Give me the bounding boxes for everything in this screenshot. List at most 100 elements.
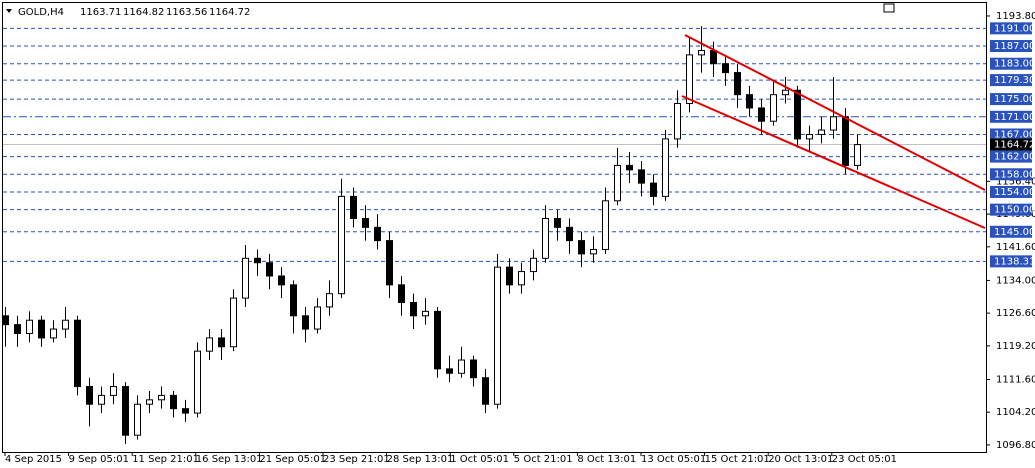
- candle-body: [794, 89, 801, 140]
- candles: [2, 26, 861, 445]
- candle-body: [278, 275, 285, 286]
- window-icon[interactable]: [883, 3, 895, 13]
- y-tick-label: 1156.40: [996, 176, 1035, 187]
- y-tick-label: 1111.60: [996, 374, 1035, 385]
- channel-upper: [684, 34, 986, 191]
- candle-body: [50, 328, 57, 339]
- y-tick-label: 1104.20: [996, 407, 1035, 418]
- candle-body: [542, 218, 549, 259]
- header-value: 1164.72: [209, 7, 250, 18]
- candle-body: [98, 394, 105, 405]
- level-box: [990, 185, 1032, 198]
- y-tick-label: 1134.00: [996, 275, 1035, 286]
- channel-lower: [681, 95, 986, 229]
- y-tick-label: 1119.20: [996, 341, 1035, 352]
- candle-body: [38, 319, 45, 339]
- x-tick-label: 23 Sep 21:01: [323, 454, 390, 465]
- candle-body: [710, 49, 717, 65]
- candle-body: [410, 302, 417, 317]
- level-label: 1183.00: [994, 59, 1035, 70]
- level-label: 1138.31: [994, 256, 1035, 267]
- candle-body: [398, 284, 405, 304]
- level-box: [990, 150, 1032, 163]
- candle-body: [818, 129, 825, 135]
- x-tick-label: 28 Sep 13:01: [387, 454, 454, 465]
- candle-body: [734, 72, 741, 96]
- candle-body: [350, 195, 357, 220]
- level-box: [990, 203, 1032, 216]
- candle-body: [602, 200, 609, 250]
- level-box: [990, 110, 1032, 123]
- candle-body: [530, 257, 537, 273]
- x-tick-label: 15 Oct 21:01: [705, 454, 770, 465]
- level-label: 1158.00: [994, 169, 1035, 180]
- candle-body: [182, 408, 189, 414]
- candle-body: [26, 319, 33, 334]
- candle-body: [158, 394, 165, 401]
- candle-body: [446, 368, 453, 374]
- x-tick-label: 8 Oct 13:01: [577, 454, 636, 465]
- y-tick-label: 1193.80: [996, 11, 1035, 22]
- x-tick-label: 20 Oct 13:01: [768, 454, 833, 465]
- level-box: [990, 168, 1032, 181]
- candle-body: [662, 138, 669, 197]
- header-value: 1164.82: [123, 7, 164, 18]
- candle-body: [698, 49, 705, 56]
- x-tick-label: 11 Sep 21:01: [132, 454, 199, 465]
- candle-body: [470, 359, 477, 379]
- header-value: 1163.56: [166, 7, 207, 18]
- candle-body: [74, 319, 81, 388]
- level-box: [990, 93, 1032, 106]
- level-label: 1154.00: [994, 187, 1035, 198]
- menu-arrow[interactable]: [6, 9, 12, 13]
- candle-body: [506, 266, 513, 286]
- candle-body: [482, 377, 489, 405]
- x-tick-label: 16 Sep 13:01: [196, 454, 263, 465]
- candle-body: [218, 337, 225, 348]
- candle-body: [170, 394, 177, 410]
- candle-body: [290, 284, 297, 317]
- level-box: [990, 225, 1032, 238]
- level-label: 1171.00: [994, 112, 1035, 123]
- level-label: 1150.00: [994, 205, 1035, 216]
- candle-body: [86, 386, 93, 405]
- candle-body: [626, 164, 633, 171]
- candle-body: [746, 94, 753, 109]
- candle-body: [422, 310, 429, 317]
- candle-body: [230, 297, 237, 348]
- candle-body: [338, 195, 345, 295]
- x-tick-label: 23 Oct 05:01: [832, 454, 897, 465]
- candle-body: [566, 226, 573, 242]
- candle-body: [614, 164, 621, 202]
- level-label: 1145.00: [994, 227, 1035, 238]
- candle-body: [194, 350, 201, 414]
- candle-body: [254, 257, 261, 264]
- candle-body: [806, 133, 813, 140]
- level-box: [990, 74, 1032, 87]
- header-ohlc: 1163.71 1164.82 1163.56 1164.72: [80, 7, 250, 18]
- header-value: 1163.71: [80, 7, 121, 18]
- level-label: 1187.00: [994, 41, 1035, 52]
- level-label: 1191.00: [994, 23, 1035, 34]
- candle-body: [518, 271, 525, 286]
- levels: [3, 27, 986, 262]
- plot-frame: [2, 2, 987, 453]
- x-tick-label: 1 Oct 05:01: [450, 454, 509, 465]
- level-box: [990, 128, 1032, 141]
- candle-body: [302, 315, 309, 330]
- candle-body: [2, 315, 9, 326]
- x-tick-label: 4 Sep 2015: [5, 454, 62, 465]
- candle-body: [386, 240, 393, 286]
- candle-body: [650, 182, 657, 197]
- candle-body: [590, 248, 597, 255]
- candle-body: [134, 403, 141, 436]
- candle-body: [578, 240, 585, 255]
- symbol: GOLD,H4: [18, 7, 64, 18]
- candle-body: [266, 262, 273, 277]
- candle-body: [686, 54, 693, 105]
- level-box: [990, 57, 1032, 70]
- level-label: 1175.00: [994, 94, 1035, 105]
- candle-body: [782, 89, 789, 96]
- candle-body: [770, 94, 777, 122]
